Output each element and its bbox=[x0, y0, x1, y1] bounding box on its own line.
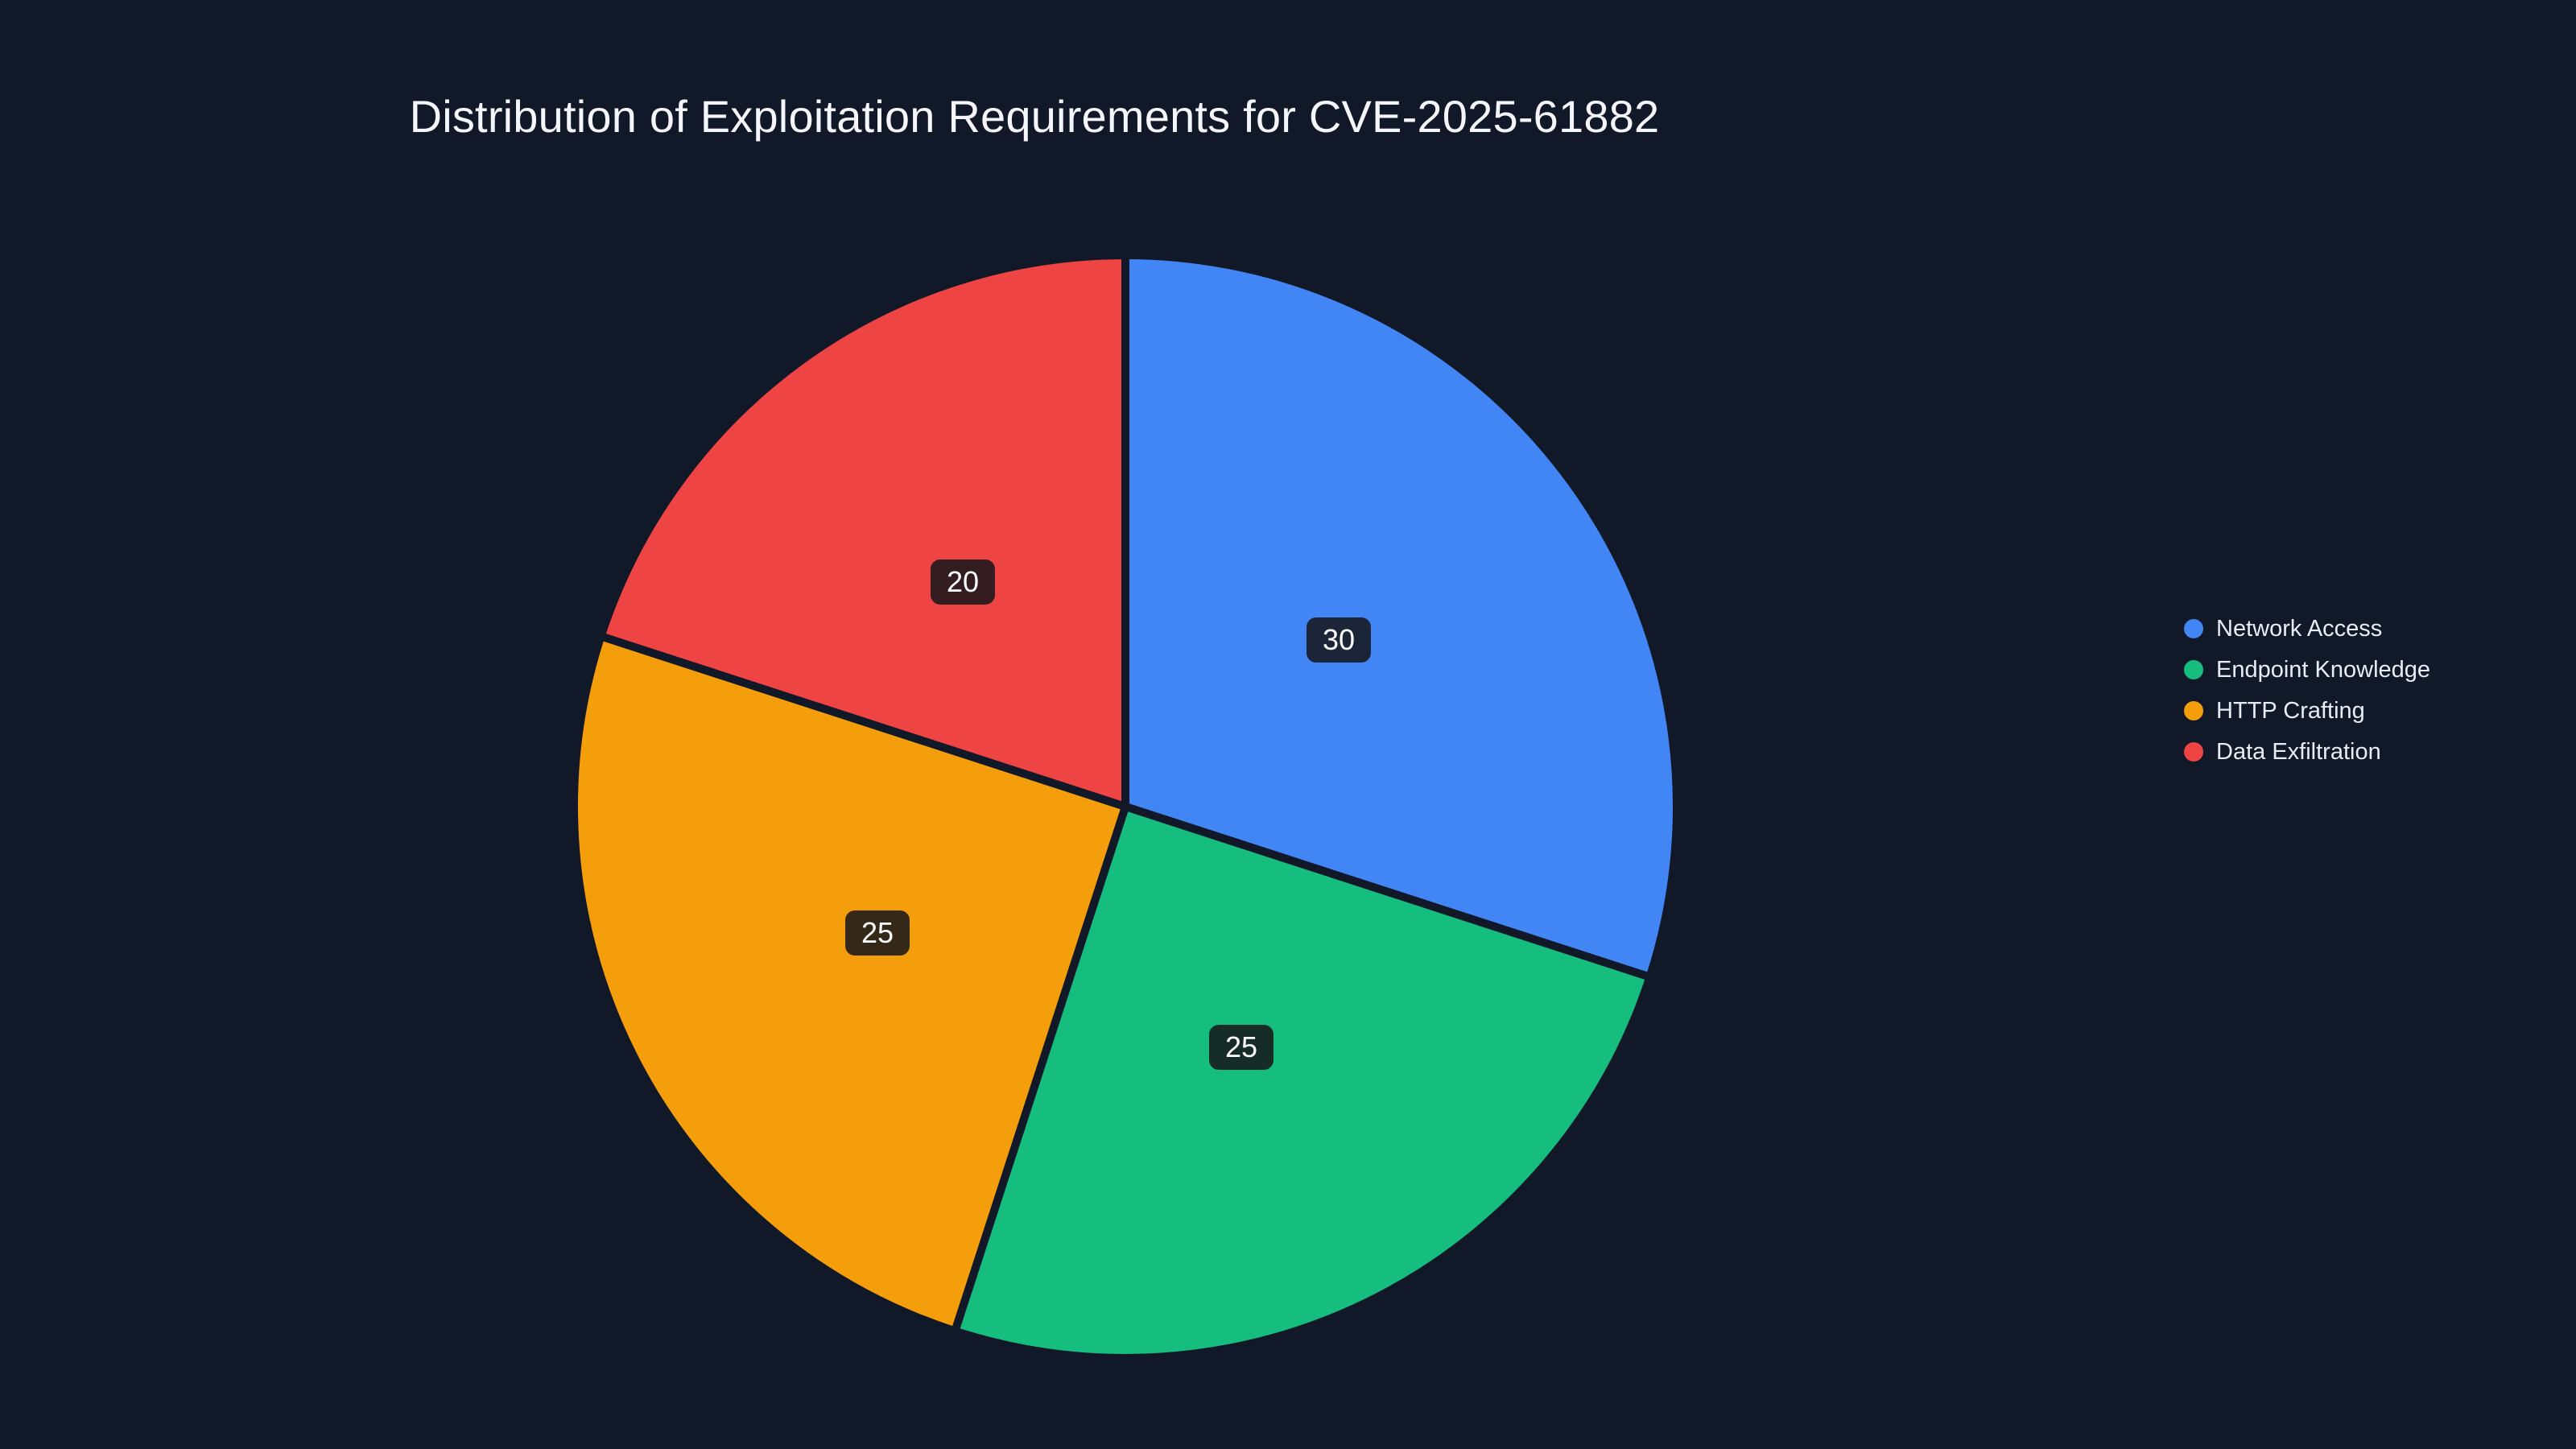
pie-value-label: 20 bbox=[930, 559, 996, 605]
legend-swatch-icon bbox=[2184, 660, 2203, 679]
legend-swatch-icon bbox=[2184, 619, 2203, 638]
pie-chart: 30 25 25 20 bbox=[570, 251, 1681, 1362]
legend-item[interactable]: HTTP Crafting bbox=[2184, 699, 2430, 723]
legend-item-label: HTTP Crafting bbox=[2216, 697, 2365, 724]
pie-svg bbox=[570, 251, 1681, 1362]
pie-slice[interactable] bbox=[1121, 251, 1681, 981]
legend-item[interactable]: Data Exfiltration bbox=[2184, 740, 2430, 764]
pie-slice[interactable] bbox=[570, 632, 1129, 1335]
legend-item-label: Endpoint Knowledge bbox=[2216, 656, 2431, 683]
legend-item-label: Data Exfiltration bbox=[2216, 738, 2381, 765]
pie-slice[interactable] bbox=[597, 251, 1129, 811]
legend-item-label: Network Access bbox=[2216, 615, 2383, 642]
pie-value-label: 25 bbox=[844, 910, 910, 956]
page-title: Distribution of Exploitation Requirement… bbox=[409, 91, 1660, 142]
legend: Network Access Endpoint Knowledge HTTP Cra… bbox=[2184, 617, 2430, 764]
legend-swatch-icon bbox=[2184, 742, 2203, 762]
legend-item[interactable]: Endpoint Knowledge bbox=[2184, 658, 2430, 682]
pie-slice[interactable] bbox=[951, 803, 1654, 1362]
legend-item[interactable]: Network Access bbox=[2184, 617, 2430, 641]
pie-value-label: 25 bbox=[1208, 1025, 1274, 1070]
pie-value-label: 30 bbox=[1306, 617, 1372, 663]
legend-swatch-icon bbox=[2184, 701, 2203, 720]
pie-slice-group bbox=[570, 251, 1681, 1362]
